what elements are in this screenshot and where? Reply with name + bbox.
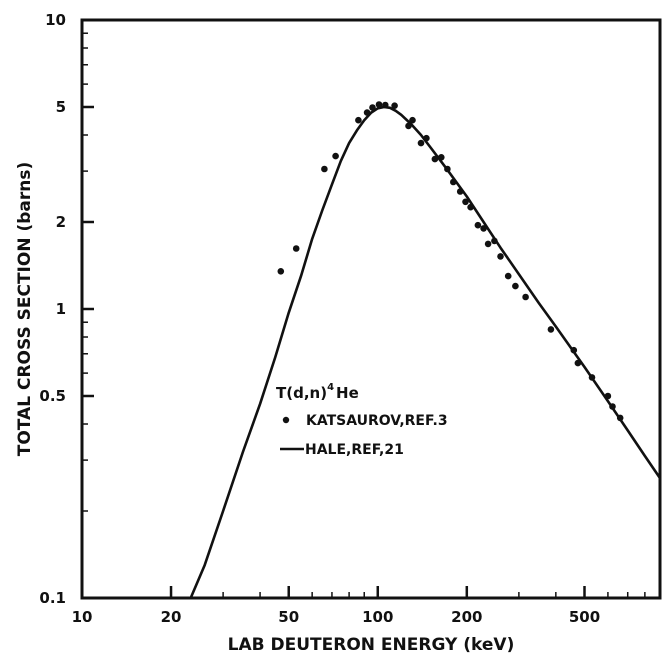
plot-frame bbox=[80, 18, 662, 600]
data-point bbox=[450, 178, 457, 186]
model-curve-layer bbox=[189, 105, 662, 599]
legend: T(d,n)4 He KATSAUROV,REF.3 HALE,REF,21 bbox=[276, 382, 448, 458]
data-point bbox=[484, 240, 492, 248]
y-axis-title: TOTAL CROSS SECTION (barns) bbox=[15, 162, 35, 457]
y-tick-label: 0.1 bbox=[39, 589, 66, 607]
data-point bbox=[423, 134, 430, 142]
data-point bbox=[332, 152, 339, 160]
x-tick-label: 50 bbox=[278, 608, 299, 626]
data-point bbox=[491, 237, 498, 245]
legend-label-katsaurov: KATSAUROV,REF.3 bbox=[306, 413, 448, 429]
data-point bbox=[497, 253, 504, 260]
x-tick-label: 20 bbox=[161, 608, 182, 626]
legend-label-hale: HALE,REF,21 bbox=[305, 442, 404, 458]
data-point bbox=[522, 293, 529, 301]
data-point bbox=[604, 392, 612, 400]
data-point bbox=[391, 102, 398, 109]
y-tick-label: 1 bbox=[56, 300, 66, 318]
x-tick-label: 200 bbox=[451, 608, 482, 626]
y-tick-label: 0.5 bbox=[39, 387, 66, 405]
data-point bbox=[375, 101, 383, 108]
data-point bbox=[363, 109, 371, 116]
data-point bbox=[456, 188, 464, 195]
data-point bbox=[504, 272, 512, 280]
data-point bbox=[480, 225, 487, 232]
legend-reaction-label: T(d,n)4 He bbox=[276, 382, 359, 402]
data-point bbox=[277, 268, 285, 275]
x-tick-labels: 10 20 50 100 200 500 bbox=[72, 608, 601, 626]
data-point bbox=[467, 203, 474, 211]
data-point bbox=[431, 155, 439, 163]
data-point bbox=[462, 198, 469, 206]
data-points-layer bbox=[277, 101, 624, 422]
data-point bbox=[292, 245, 300, 252]
data-point bbox=[382, 101, 389, 109]
data-point bbox=[570, 346, 578, 354]
y-tick-label: 5 bbox=[56, 98, 66, 116]
x-tick-label: 10 bbox=[72, 608, 93, 626]
x-tick-label: 500 bbox=[569, 608, 600, 626]
y-tick-label: 2 bbox=[56, 213, 66, 231]
data-point bbox=[609, 403, 616, 410]
legend-marker-katsaurov bbox=[282, 416, 290, 424]
data-point bbox=[369, 104, 376, 111]
data-point bbox=[417, 139, 425, 147]
model-curve-hale bbox=[189, 105, 662, 599]
data-point bbox=[547, 326, 555, 333]
data-point bbox=[474, 221, 482, 229]
data-point bbox=[512, 282, 519, 290]
data-point bbox=[438, 154, 445, 161]
data-point bbox=[616, 414, 624, 422]
data-point bbox=[588, 374, 596, 381]
data-point bbox=[574, 359, 582, 367]
y-tick-labels: 0.1 0.5 1 2 5 10 bbox=[39, 11, 66, 607]
data-point bbox=[405, 122, 412, 130]
data-point bbox=[321, 165, 328, 173]
data-point bbox=[355, 116, 362, 124]
x-tick-label: 100 bbox=[362, 608, 393, 626]
y-tick-label: 10 bbox=[45, 11, 66, 29]
data-point bbox=[444, 165, 451, 173]
data-point bbox=[409, 116, 416, 124]
x-axis-title: LAB DEUTERON ENERGY (keV) bbox=[228, 635, 515, 655]
